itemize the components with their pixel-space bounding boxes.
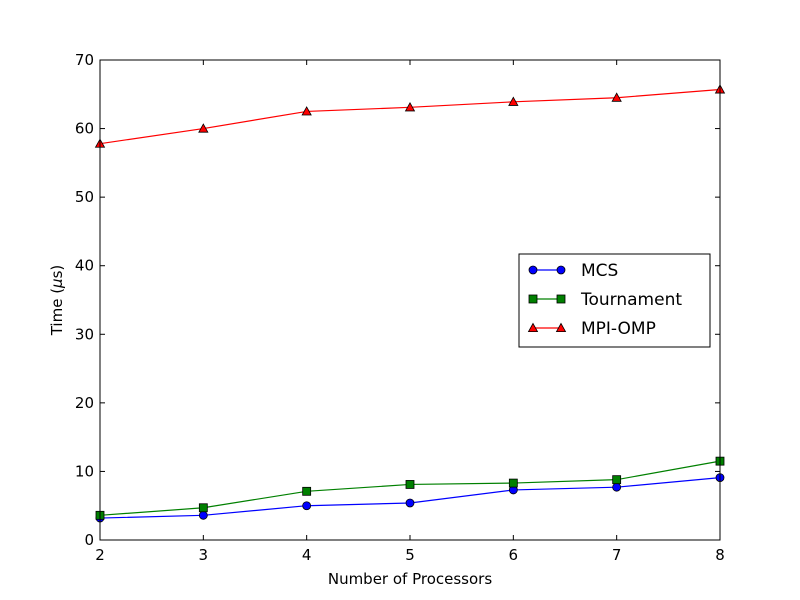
x-tick-label: 3 (199, 546, 209, 564)
legend-marker-tournament (556, 294, 566, 304)
y-tick-label: 20 (75, 394, 94, 412)
y-tick-label: 70 (75, 51, 94, 69)
y-tick-label: 50 (75, 188, 94, 206)
legend-marker-tournament (528, 294, 538, 304)
y-axis-label-symbol: μ (48, 278, 66, 289)
y-tick-label: 0 (84, 531, 94, 549)
data-point-tournament (612, 475, 622, 485)
data-point-mpi-omp (404, 101, 416, 112)
legend-item-tournament: Tournament (528, 290, 682, 310)
data-point-tournament (508, 478, 518, 488)
legend-item-mpi-omp: MPI-OMP (527, 319, 656, 339)
legend-marker-mpi-omp (555, 322, 567, 333)
data-point-mcs (302, 501, 312, 511)
series-layer (94, 84, 726, 523)
y-tick-label: 40 (75, 257, 94, 275)
y-axis-label-text: Time ( (48, 288, 66, 336)
data-point-mcs (405, 498, 415, 508)
data-point-mcs (198, 510, 208, 520)
y-axis-label: Time (μs) (48, 265, 66, 337)
series-mpi-omp (94, 84, 726, 148)
series-tournament (95, 456, 725, 520)
series-mcs (95, 473, 725, 523)
y-tick-label: 10 (75, 462, 94, 480)
x-tick-label: 2 (95, 546, 105, 564)
x-tick-label: 6 (509, 546, 519, 564)
data-point-mpi-omp (198, 123, 209, 133)
legend-label-tournament: Tournament (580, 290, 682, 310)
legend-label-mpi-omp: MPI-OMP (581, 319, 656, 339)
data-point-mcs (612, 482, 622, 492)
x-tick-label: 5 (405, 546, 415, 564)
x-tick-label: 8 (715, 546, 725, 564)
legend-item-mcs: MCS (528, 261, 618, 281)
legend: MCS Tournament MPI-OMP (518, 253, 711, 348)
y-axis-label-unit: s) (48, 265, 66, 279)
data-point-tournament (302, 486, 312, 496)
data-point-mpi-omp (611, 92, 622, 102)
series-line-mpi-omp (99, 88, 721, 145)
x-tick-label: 7 (612, 546, 622, 564)
legend-marker-mpi-omp (527, 322, 539, 333)
y-tick-label: 60 (75, 120, 94, 138)
legend-marker-mcs (528, 265, 538, 275)
data-point-tournament (198, 503, 208, 513)
ticks-layer: 2 3 4 5 6 7 8 0 10 20 30 40 50 60 70 (75, 51, 725, 564)
legend-marker-mcs (556, 265, 566, 275)
data-point-mpi-omp (301, 106, 312, 116)
data-point-mpi-omp (508, 96, 519, 106)
x-tick-label: 4 (302, 546, 312, 564)
y-tick-label: 30 (75, 325, 94, 343)
data-point-tournament (405, 480, 415, 489)
legend-label-mcs: MCS (581, 261, 618, 281)
x-axis-label: Number of Processors (328, 570, 492, 588)
